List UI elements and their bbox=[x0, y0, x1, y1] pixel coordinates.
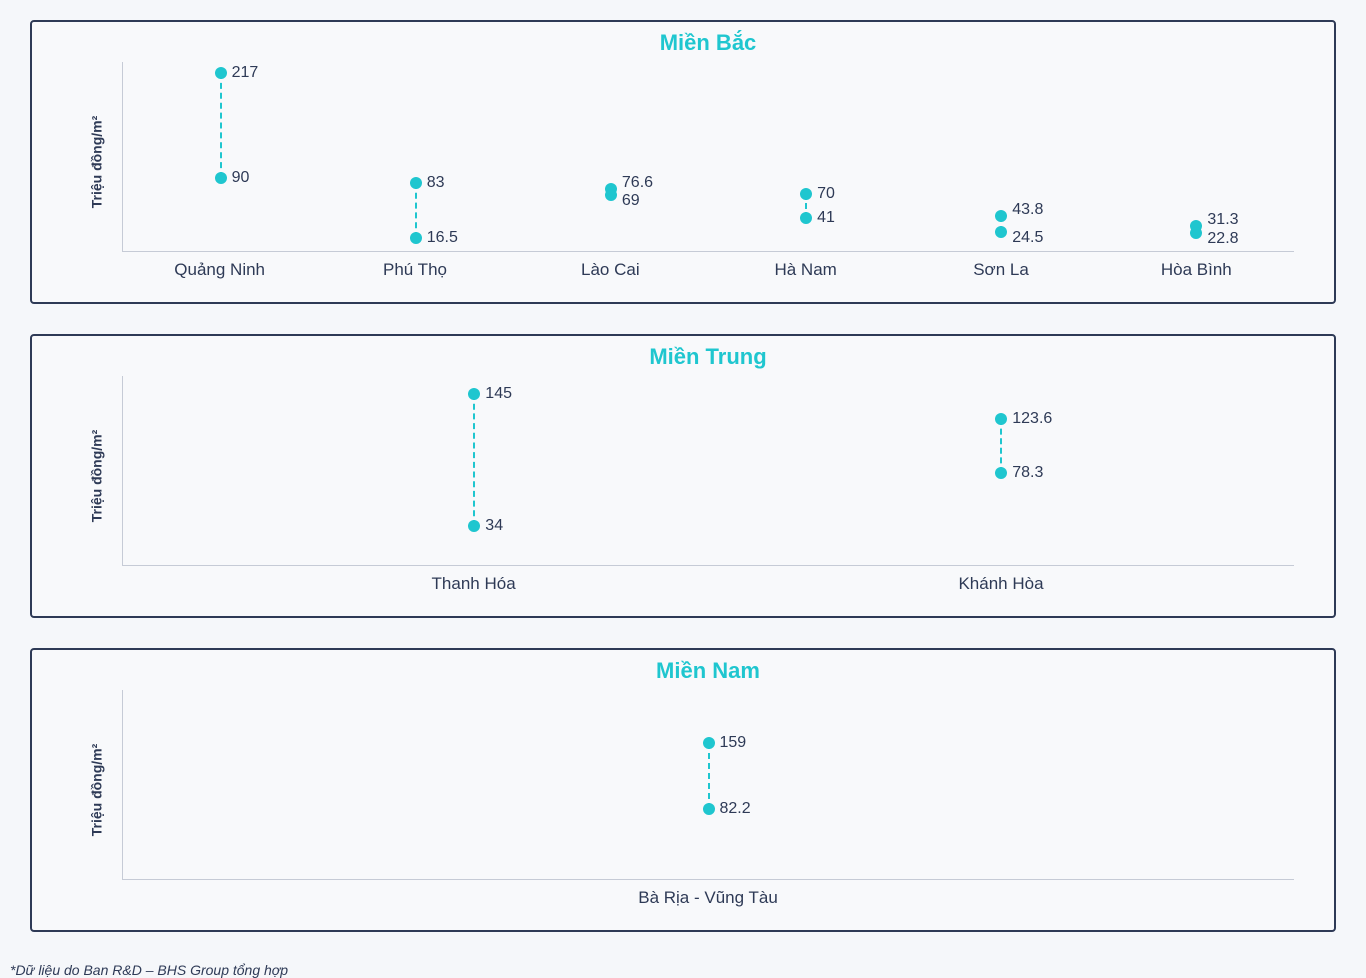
x-axis-labels: Thanh Hóa Khánh Hòa bbox=[122, 574, 1294, 598]
x-axis-label: Hà Nam bbox=[774, 260, 836, 280]
y-axis-label: Triệu đồng/m² bbox=[88, 430, 104, 523]
data-point: 123.678.3 bbox=[1000, 376, 1002, 566]
data-point: 7041 bbox=[805, 62, 807, 252]
marker-low bbox=[703, 803, 715, 815]
data-point: 43.824.5 bbox=[1000, 62, 1002, 252]
data-point: 8316.5 bbox=[415, 62, 417, 252]
value-label-low: 69 bbox=[622, 192, 640, 210]
value-label-low: 22.8 bbox=[1207, 230, 1238, 248]
marker-low bbox=[215, 172, 227, 184]
marker-low bbox=[995, 226, 1007, 238]
value-label-high: 123.6 bbox=[1012, 410, 1052, 428]
chart-panel: Miền TrungTriệu đồng/m²14534123.678.3Tha… bbox=[30, 334, 1336, 618]
data-point: 14534 bbox=[473, 376, 475, 566]
marker-high bbox=[410, 177, 422, 189]
value-label-low: 90 bbox=[232, 169, 250, 187]
y-axis-label: Triệu đồng/m² bbox=[88, 116, 104, 209]
panel-title: Miền Bắc bbox=[122, 30, 1294, 56]
value-label-high: 43.8 bbox=[1012, 201, 1043, 219]
value-label-low: 16.5 bbox=[427, 229, 458, 247]
marker-low bbox=[605, 189, 617, 201]
panel-title: Miền Trung bbox=[122, 344, 1294, 370]
value-label-high: 83 bbox=[427, 174, 445, 192]
range-stem bbox=[415, 183, 417, 238]
x-axis-label: Quảng Ninh bbox=[174, 260, 265, 280]
y-axis-label: Triệu đồng/m² bbox=[88, 744, 104, 837]
x-axis-label: Hòa Bình bbox=[1161, 260, 1232, 280]
range-stem bbox=[473, 394, 475, 526]
marker-high bbox=[995, 413, 1007, 425]
x-axis-labels: Bà Rịa - Vũng Tàu bbox=[122, 888, 1294, 912]
x-axis-label: Lào Cai bbox=[581, 260, 640, 280]
value-label-high: 159 bbox=[720, 734, 747, 752]
marker-low bbox=[1190, 227, 1202, 239]
value-label-high: 76.6 bbox=[622, 174, 653, 192]
marker-high bbox=[995, 210, 1007, 222]
marker-high bbox=[468, 388, 480, 400]
plot-area: 14534123.678.3 bbox=[122, 376, 1294, 566]
value-label-low: 82.2 bbox=[720, 800, 751, 818]
x-axis-label: Khánh Hòa bbox=[958, 574, 1043, 594]
value-label-high: 217 bbox=[232, 64, 259, 82]
x-axis-label: Sơn La bbox=[973, 260, 1029, 280]
value-label-low: 24.5 bbox=[1012, 229, 1043, 247]
value-label-low: 78.3 bbox=[1012, 464, 1043, 482]
x-axis-labels: Quảng Ninh Phú Thọ Lào Cai Hà Nam Sơn La Hòa … bbox=[122, 260, 1294, 284]
value-label-high: 31.3 bbox=[1207, 211, 1238, 229]
data-point: 31.322.8 bbox=[1195, 62, 1197, 252]
chart-panel: Miền Nam Triệu đồng/m² 159 82.2 Bà Rịa - Vũn… bbox=[30, 648, 1336, 932]
data-point: 21790 bbox=[220, 62, 222, 252]
range-stem bbox=[708, 743, 710, 809]
marker-low bbox=[468, 520, 480, 532]
marker-high bbox=[215, 67, 227, 79]
marker-low bbox=[410, 232, 422, 244]
panel-title: Miền Nam bbox=[122, 658, 1294, 684]
chart-panel: Miền BắcTriệu đồng/m²217908316.576.66970… bbox=[30, 20, 1336, 304]
x-axis-label: Phú Thọ bbox=[383, 260, 447, 280]
range-stem bbox=[220, 73, 222, 178]
footnote: *Dữ liệu do Ban R&D – BHS Group tổng hợp bbox=[10, 962, 1336, 978]
value-label-high: 145 bbox=[485, 385, 512, 403]
data-point: 76.669 bbox=[610, 62, 612, 252]
marker-low bbox=[800, 212, 812, 224]
marker-high bbox=[703, 737, 715, 749]
value-label-high: 70 bbox=[817, 185, 835, 203]
marker-high bbox=[800, 188, 812, 200]
plot-area: 159 82.2 bbox=[122, 690, 1294, 880]
marker-low bbox=[995, 467, 1007, 479]
x-axis-label: Thanh Hóa bbox=[432, 574, 516, 594]
range-stem bbox=[1000, 419, 1002, 473]
data-point: 15982.2 bbox=[708, 690, 710, 880]
value-label-low: 41 bbox=[817, 209, 835, 227]
x-axis-label: Bà Rịa - Vũng Tàu bbox=[638, 888, 778, 908]
value-label-low: 34 bbox=[485, 517, 503, 535]
plot-area: 217908316.576.669704143.824.531.322.8 bbox=[122, 62, 1294, 252]
